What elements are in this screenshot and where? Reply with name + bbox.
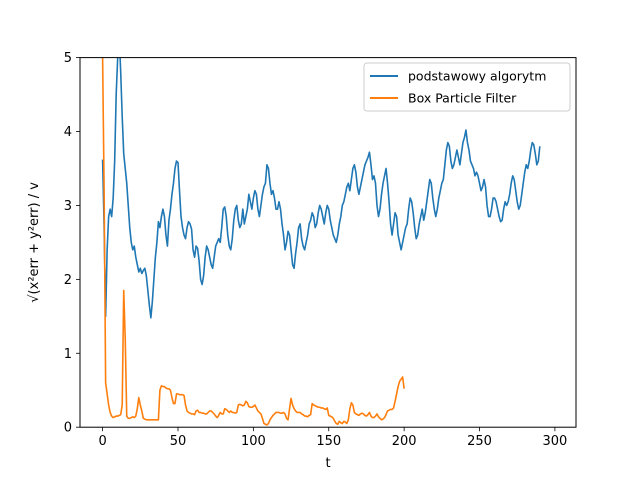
legend-label-box-particle-filter: Box Particle Filter [408, 91, 517, 106]
x-tick-label: 300 [542, 434, 567, 449]
legend-box [363, 62, 571, 112]
series-line-box-particle-filter [101, 57, 405, 426]
y-axis-ticks: 0 1 2 3 4 5 [64, 51, 80, 436]
x-tick-label: 100 [241, 434, 266, 449]
x-axis-label: t [325, 456, 330, 471]
legend: podstawowy algorytm Box Particle Filter [363, 62, 571, 112]
y-tick-label: 5 [64, 51, 72, 66]
axes: 0 50 100 150 200 250 300 0 1 2 3 4 5 t √(x²err + y²… [27, 51, 577, 471]
legend-label-podstawowy: podstawowy algorytm [408, 69, 546, 84]
y-tick-label: 2 [64, 273, 72, 288]
x-axis-ticks: 0 50 100 150 200 250 300 [98, 427, 567, 449]
y-tick-label: 4 [64, 125, 72, 140]
y-axis-label: √(x²err + y²err) / v [27, 182, 42, 303]
y-tick-label: 1 [64, 347, 72, 362]
x-tick-label: 50 [170, 434, 187, 449]
x-tick-label: 200 [392, 434, 417, 449]
y-tick-label: 0 [64, 421, 72, 436]
axes-frame [79, 57, 577, 428]
plot-area [101, 57, 541, 426]
x-tick-label: 250 [467, 434, 492, 449]
y-tick-label: 3 [64, 199, 72, 214]
x-tick-label: 150 [316, 434, 341, 449]
x-tick-label: 0 [98, 434, 106, 449]
series-line-podstawowy-algorytm [101, 57, 541, 319]
